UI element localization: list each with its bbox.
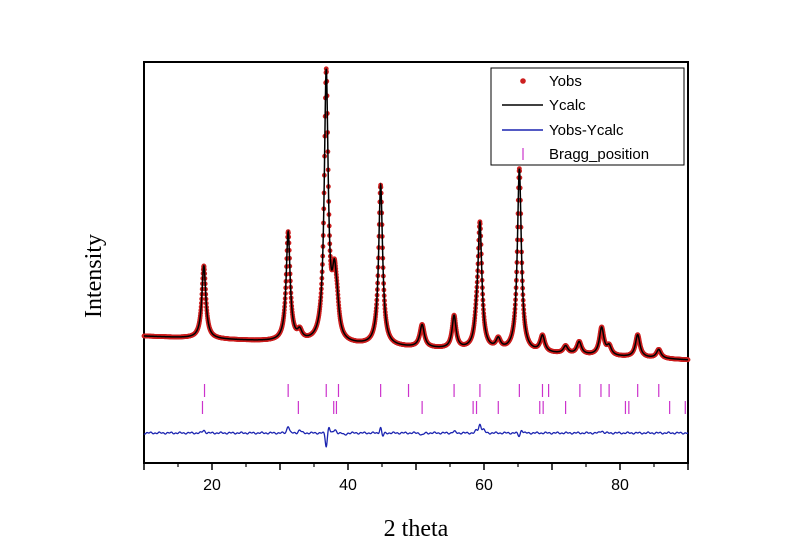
bragg-position-ticks bbox=[201, 384, 686, 414]
legend-ycalc-label: Ycalc bbox=[549, 97, 586, 114]
y-axis-label: Intensity bbox=[81, 234, 107, 318]
ycalc-line bbox=[144, 68, 689, 361]
legend: Yobs Ycalc Yobs-Ycalc Bragg_position bbox=[490, 67, 685, 166]
x-tick-label: 20 bbox=[203, 477, 221, 494]
legend-yobs-label: Yobs bbox=[549, 73, 582, 90]
x-tick-label: 80 bbox=[611, 477, 629, 494]
legend-diff-label: Yobs-Ycalc bbox=[549, 122, 624, 139]
legend-yobs-marker bbox=[520, 78, 526, 84]
x-tick-label: 60 bbox=[475, 477, 493, 494]
x-axis-ticks: 20 40 60 80 bbox=[143, 463, 689, 494]
x-axis-label: 2 theta bbox=[384, 516, 449, 542]
legend-bragg-label: Bragg_position bbox=[549, 146, 649, 163]
x-tick-label: 40 bbox=[339, 477, 357, 494]
yobs-ycalc-difference-line bbox=[143, 423, 689, 448]
